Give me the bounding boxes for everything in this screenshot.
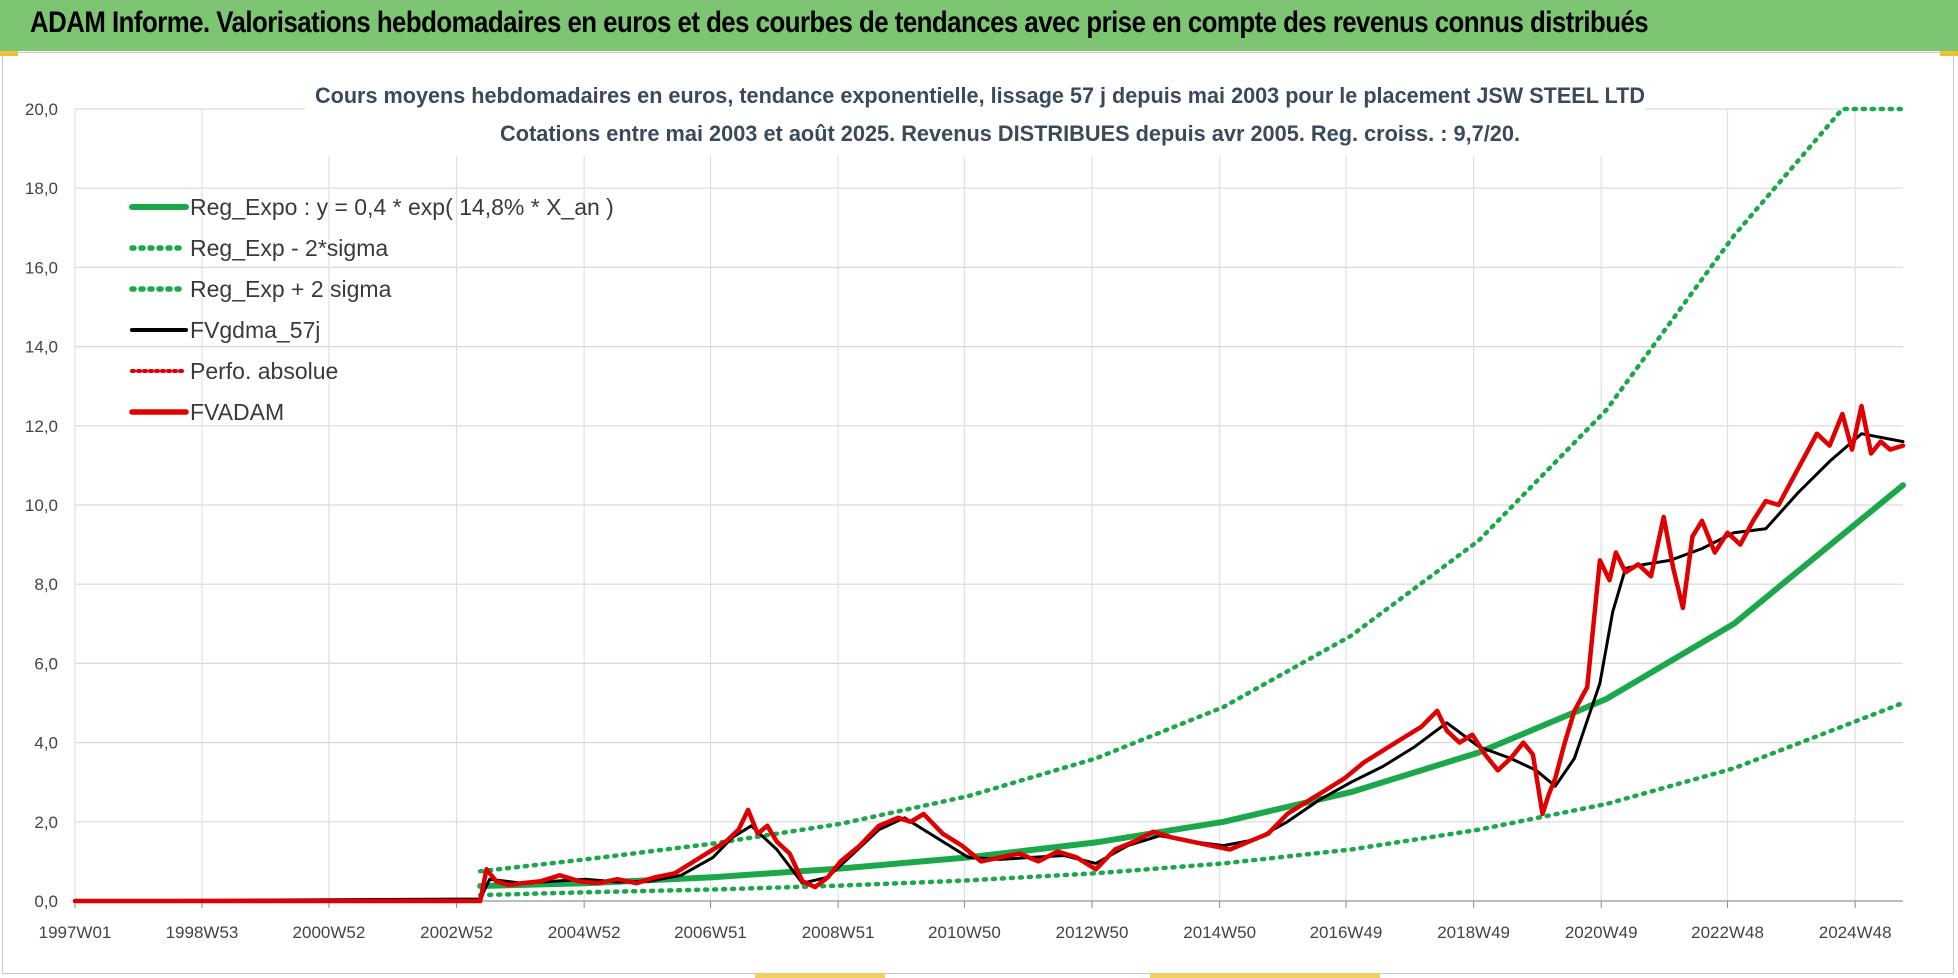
chart-frame xyxy=(2,52,1954,974)
chart-subtitle: Cotations entre mai 2003 et août 2025. R… xyxy=(500,121,1520,146)
series-layer xyxy=(72,106,1906,904)
y-tick-label: 20,0 xyxy=(25,100,58,119)
legend-label: Reg_Exp - 2*sigma xyxy=(190,235,388,261)
series-line-3 xyxy=(73,432,1905,903)
series-line-1 xyxy=(477,700,1906,898)
y-tick-label: 12,0 xyxy=(25,417,58,436)
x-tick-label: 2018W49 xyxy=(1437,923,1510,942)
series-line-5 xyxy=(72,403,1906,904)
y-tick-label: 8,0 xyxy=(34,575,58,594)
legend: Reg_Expo : y = 0,4 * exp( 14,8% * X_an )… xyxy=(129,194,614,425)
x-tick-label: 2020W49 xyxy=(1565,923,1638,942)
y-tick-label: 10,0 xyxy=(25,496,58,515)
legend-label: FVADAM xyxy=(190,399,284,425)
legend-label: Reg_Expo : y = 0,4 * exp( 14,8% * X_an ) xyxy=(190,194,614,220)
x-tick-label: 1997W01 xyxy=(39,923,112,942)
x-tick-label: 2002W52 xyxy=(420,923,493,942)
x-tick-label: 2016W49 xyxy=(1310,923,1383,942)
title-banner: ADAM Informe. Valorisations hebdomadaire… xyxy=(0,0,1958,51)
corner-mark-right xyxy=(1940,51,1958,56)
legend-label: FVgdma_57j xyxy=(190,317,320,343)
y-tick-label: 0,0 xyxy=(34,892,58,911)
y-tick-label: 6,0 xyxy=(34,654,58,673)
y-tick-label: 4,0 xyxy=(34,734,58,753)
x-tick-label: 2014W50 xyxy=(1183,923,1256,942)
x-tick-label: 2012W50 xyxy=(1056,923,1129,942)
y-tick-label: 18,0 xyxy=(25,179,58,198)
axes: 0,0 2,0 4,0 6,0 8,0 10,0 12,0 14,0 16,0 18,0 20,0 1… xyxy=(25,100,1903,942)
corner-mark-left xyxy=(0,51,18,56)
x-tick-label: 2022W48 xyxy=(1691,923,1764,942)
grid-lines xyxy=(74,108,1903,902)
x-tick-label: 2024W48 xyxy=(1819,923,1892,942)
title-backdrop xyxy=(305,76,1645,156)
y-tick-label: 14,0 xyxy=(25,338,58,357)
legend-label: Perfo. absolue xyxy=(190,358,338,384)
legend-label: Reg_Exp + 2 sigma xyxy=(190,276,392,302)
chart-title: Cours moyens hebdomadaires en euros, ten… xyxy=(315,83,1645,108)
report-title: ADAM Informe. Valorisations hebdomadaire… xyxy=(30,6,1649,39)
series-line-2 xyxy=(477,106,1906,874)
y-tick-label: 16,0 xyxy=(25,258,58,277)
y-tick-label: 2,0 xyxy=(34,813,58,832)
x-tick-label: 2008W51 xyxy=(802,923,875,942)
bottom-mark-left xyxy=(755,973,885,978)
x-tick-label: 2010W50 xyxy=(928,923,1001,942)
x-tick-label: 1998W53 xyxy=(166,923,239,942)
x-tick-label: 2006W51 xyxy=(674,923,747,942)
x-tick-label: 2004W52 xyxy=(548,923,621,942)
bottom-mark-right xyxy=(1150,973,1380,978)
x-tick-label: 2000W52 xyxy=(293,923,366,942)
